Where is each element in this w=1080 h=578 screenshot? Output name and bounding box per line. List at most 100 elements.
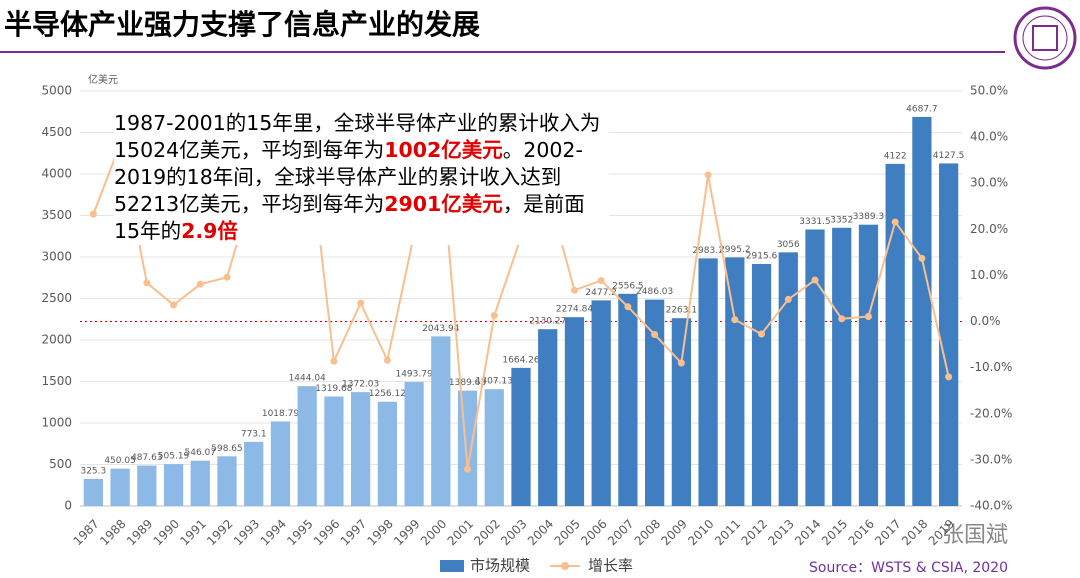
annotation-text: 1987-2001的15年里，全球半导体产业的累计收入为15024亿美元，平均到… <box>114 111 601 162</box>
growth-marker <box>624 303 632 311</box>
bar-value-label: 598.65 <box>211 444 243 454</box>
x-tick-label: 1999 <box>391 517 422 548</box>
legend-swatch <box>440 560 464 572</box>
bar-value-label: 505.19 <box>158 452 190 462</box>
bar-value-label: 2263.1 <box>666 306 698 316</box>
y2-tick-label: 10.0% <box>970 268 1008 282</box>
bar <box>404 382 424 506</box>
x-tick-label: 2002 <box>471 517 502 548</box>
growth-marker <box>651 330 659 338</box>
annotation-highlight: 2.9倍 <box>181 219 238 243</box>
x-tick-label: 1992 <box>204 517 235 548</box>
legend-label: 市场规模 <box>470 557 530 575</box>
x-tick-label: 2006 <box>578 517 609 548</box>
bar-value-label: 1018.79 <box>262 409 299 419</box>
x-tick-label: 1995 <box>284 517 315 548</box>
x-tick-label: 2000 <box>418 517 449 548</box>
bar-value-label: 1372.03 <box>342 380 379 390</box>
growth-marker <box>918 254 926 262</box>
bar <box>778 252 798 506</box>
x-tick-label: 2001 <box>445 517 476 548</box>
y-tick-label: 4000 <box>41 167 72 181</box>
x-tick-label: 2008 <box>632 517 663 548</box>
bar <box>351 392 371 506</box>
bar-value-label: 1444.04 <box>289 374 326 384</box>
growth-marker <box>704 171 712 179</box>
bar-value-label: 1319.68 <box>315 384 352 394</box>
x-tick-label: 1989 <box>124 517 155 548</box>
y2-tick-label: 0.0% <box>970 314 1001 328</box>
y-tick-label: 3500 <box>41 208 72 222</box>
bar <box>190 460 210 506</box>
bar <box>885 163 905 506</box>
y-tick-label: 3000 <box>41 250 72 264</box>
x-tick-label: 2005 <box>552 517 583 548</box>
growth-marker <box>731 316 739 324</box>
x-tick-label: 2012 <box>739 517 770 548</box>
growth-marker <box>838 315 846 323</box>
bar <box>698 258 718 506</box>
bar-value-label: 325.3 <box>80 467 106 477</box>
x-tick-label: 2014 <box>792 517 823 548</box>
growth-marker <box>758 330 766 338</box>
bar <box>645 299 665 506</box>
legend-swatch <box>561 562 569 570</box>
bar-value-label: 2915.6 <box>746 252 778 262</box>
bar-value-label: 2274.84 <box>556 305 593 315</box>
y2-tick-label: 50.0% <box>970 84 1008 98</box>
x-tick-label: 1988 <box>97 517 128 548</box>
growth-marker <box>170 301 178 309</box>
y2-tick-label: 40.0% <box>970 130 1008 144</box>
bar <box>591 300 611 506</box>
bar-value-label: 2130.27 <box>529 317 566 327</box>
x-tick-label: 1997 <box>338 517 369 548</box>
bar <box>858 224 879 506</box>
watermark: 张国斌 <box>942 523 1008 548</box>
bar <box>805 229 825 506</box>
bar <box>324 396 344 506</box>
bar <box>270 421 291 506</box>
x-tick-label: 1987 <box>70 517 101 548</box>
bar-value-label: 546.07 <box>185 448 217 458</box>
bar <box>297 386 317 506</box>
bar <box>484 389 504 506</box>
growth-marker <box>784 295 792 303</box>
x-tick-label: 2010 <box>685 517 716 548</box>
growth-marker <box>811 276 819 284</box>
bar <box>83 479 103 506</box>
growth-marker <box>597 277 605 285</box>
growth-marker <box>864 312 872 320</box>
bar <box>618 293 638 506</box>
bar-value-label: 4127.5 <box>933 151 965 161</box>
growth-marker <box>945 373 953 381</box>
bar-value-label: 1664.26 <box>502 355 539 365</box>
bar <box>939 163 959 507</box>
bar-value-label: 2486.03 <box>636 287 673 297</box>
x-tick-label: 2018 <box>899 517 930 548</box>
bar <box>377 401 397 506</box>
x-tick-label: 2011 <box>712 517 743 548</box>
logo <box>1013 6 1077 70</box>
growth-marker <box>357 299 365 307</box>
legend-label: 增长率 <box>588 557 633 575</box>
bar <box>457 390 478 506</box>
y-tick-label: 5000 <box>41 84 72 98</box>
y2-tick-label: -30.0% <box>970 452 1012 466</box>
x-tick-label: 1996 <box>311 517 342 548</box>
growth-marker <box>196 280 204 288</box>
bar-value-label: 2043.94 <box>422 324 459 334</box>
growth-marker <box>223 273 231 281</box>
growth-marker <box>677 359 685 367</box>
y-tick-label: 0 <box>64 499 72 513</box>
x-tick-label: 1998 <box>364 517 395 548</box>
annotation-text: 。2002-2019的18年间，全球半导体产业的累计收入达到52213亿美元，平… <box>114 138 583 216</box>
bar-value-label: 773.1 <box>241 429 267 439</box>
x-tick-label: 2004 <box>525 517 556 548</box>
source: Source：WSTS & CSIA, 2020 <box>809 560 1008 576</box>
bar <box>671 318 691 506</box>
bar-value-label: 4687.7 <box>906 104 938 114</box>
growth-marker <box>143 279 151 287</box>
y2-tick-label: 20.0% <box>970 222 1008 236</box>
bar <box>511 367 531 506</box>
